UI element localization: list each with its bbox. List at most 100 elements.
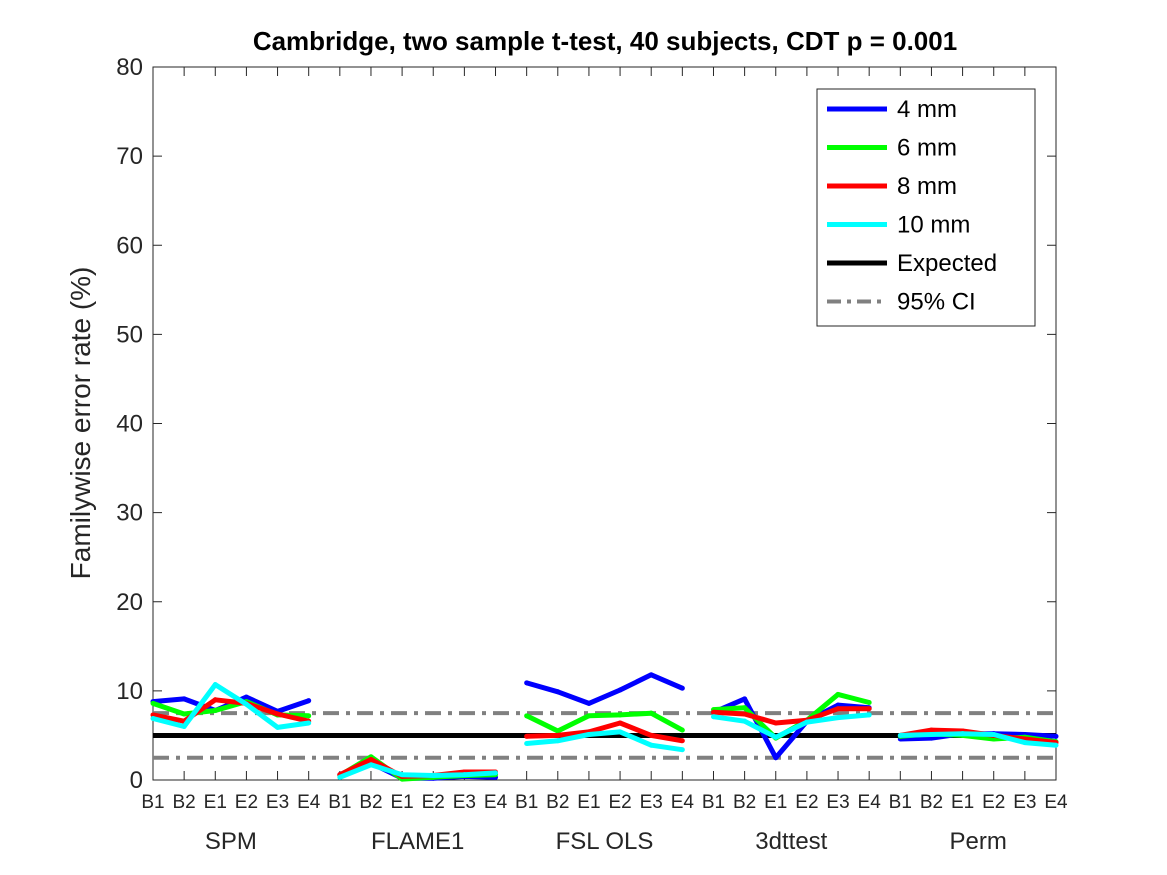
data-point [493, 770, 499, 776]
data-point [679, 738, 685, 744]
data-point [648, 732, 654, 738]
series-line [712, 696, 870, 761]
series-10-mm [150, 682, 1059, 780]
data-point [648, 672, 654, 678]
data-point [1022, 740, 1028, 746]
data-point [617, 687, 623, 693]
group-label: FLAME1 [371, 828, 464, 855]
data-point [773, 755, 779, 761]
x-tick-label: E4 [671, 792, 695, 813]
x-tick-label: B1 [328, 792, 351, 813]
data-point [991, 732, 997, 738]
x-tick-label: B1 [702, 792, 725, 813]
data-point [742, 718, 748, 724]
chart-title: Cambridge, two sample t-test, 40 subject… [253, 26, 957, 56]
series-line [526, 720, 683, 744]
data-point [461, 772, 467, 778]
y-tick-label: 60 [116, 232, 143, 259]
x-tick-label: E1 [951, 792, 974, 813]
data-point [243, 694, 249, 700]
data-point [742, 696, 748, 702]
x-tick-label: B2 [733, 792, 756, 813]
legend-label: 4 mm [897, 96, 957, 123]
group-label: 3dttest [755, 828, 827, 855]
legend-label: 6 mm [897, 135, 957, 162]
data-point [524, 733, 530, 739]
series-line [526, 672, 684, 706]
y-tick-label: 70 [116, 143, 143, 170]
data-point [866, 699, 872, 705]
x-tick-label: E3 [1013, 792, 1036, 813]
data-point [399, 772, 405, 778]
data-point [150, 716, 156, 722]
data-point [617, 712, 623, 718]
data-point [275, 711, 281, 717]
data-point [835, 706, 841, 712]
series-line [713, 706, 870, 726]
series-line [713, 712, 870, 740]
y-tick-label: 80 [116, 54, 143, 81]
y-tick-label: 30 [116, 500, 143, 527]
data-point [679, 727, 685, 733]
data-point [524, 680, 530, 686]
data-point [150, 700, 156, 706]
x-tick-label: E2 [795, 792, 818, 813]
data-point [306, 698, 312, 704]
data-point [306, 720, 312, 726]
x-tick-label: E1 [390, 792, 413, 813]
x-tick-label: E4 [1044, 792, 1068, 813]
y-axis-label: Familywise error rate (%) [65, 267, 96, 580]
data-point [181, 696, 187, 702]
data-point [181, 724, 187, 730]
data-point [212, 697, 218, 703]
series-line [526, 729, 683, 753]
x-tick-label: E2 [235, 792, 258, 813]
data-point [648, 710, 654, 716]
data-point [679, 747, 685, 753]
series-line [900, 731, 1057, 748]
data-point [555, 728, 561, 734]
data-point [897, 732, 903, 738]
data-point [337, 774, 343, 780]
data-point [555, 738, 561, 744]
series-line [525, 710, 684, 734]
data-point [710, 709, 716, 715]
data-point [679, 685, 685, 691]
data-point [212, 707, 218, 713]
x-tick-label: B1 [515, 792, 538, 813]
plot-area: 0 10 20 30 40 50 60 70 80 B1 B2 E1 E2 E3 E4 SPM B1 B2 E1 E2… [116, 54, 1068, 855]
data-point [866, 706, 872, 712]
data-point [742, 705, 748, 711]
x-tick-label: B2 [920, 792, 943, 813]
group-label: SPM [205, 828, 257, 855]
data-point [928, 732, 934, 738]
group-label: FSL OLS [556, 828, 654, 855]
data-point [181, 711, 187, 717]
data-point [773, 720, 779, 726]
data-point [617, 720, 623, 726]
y-tick-label: 20 [116, 589, 143, 616]
data-point [710, 714, 716, 720]
y-tick-label: 0 [130, 767, 143, 794]
data-point [866, 712, 872, 718]
data-point [928, 727, 934, 733]
legend-label: 10 mm [897, 212, 970, 239]
x-tick-label: E3 [826, 792, 849, 813]
data-point [586, 732, 592, 738]
data-point [275, 724, 281, 730]
data-point [555, 732, 561, 738]
x-tick-label: E2 [982, 792, 1005, 813]
data-point [1053, 742, 1059, 748]
legend-box [816, 88, 1036, 327]
data-point [524, 740, 530, 746]
x-tick-label: E1 [204, 792, 227, 813]
data-point [430, 773, 436, 779]
x-tick-label: B1 [141, 792, 164, 813]
data-point [617, 729, 623, 735]
x-tick-label: E2 [422, 792, 445, 813]
x-tick-label: E4 [484, 792, 508, 813]
x-tick-label: B2 [546, 792, 569, 813]
data-point [835, 691, 841, 697]
data-point [368, 762, 374, 768]
x-tick-label: E4 [297, 792, 321, 813]
